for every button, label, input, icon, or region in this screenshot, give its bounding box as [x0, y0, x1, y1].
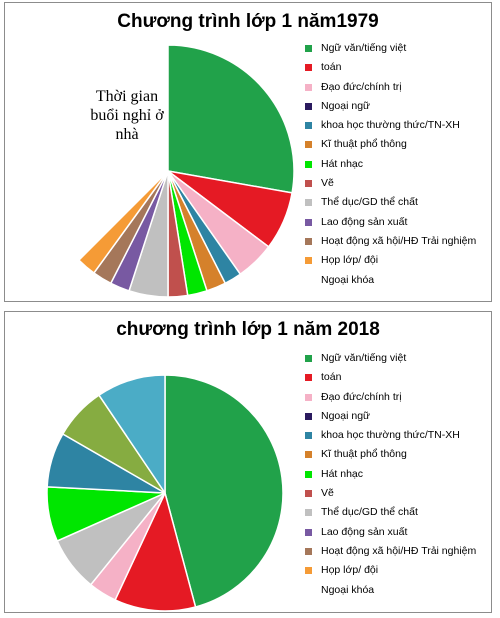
legend-item: Ngữ văn/tiếng việt [303, 39, 476, 58]
legend-swatch [305, 393, 312, 401]
legend-label: Họp lớp/ đội [321, 254, 379, 267]
legend-item: Kĩ thuật phổ thông [303, 445, 476, 464]
pie-slice-ngoai-khoa [41, 45, 168, 261]
legend-swatch [305, 160, 312, 168]
legend-label: Ngoại ngữ [321, 409, 371, 422]
legend-item: toán [303, 368, 476, 387]
legend-swatch [305, 567, 312, 575]
legend-swatch [305, 45, 312, 52]
legend-item: Thể dục/GD thể chất [303, 193, 476, 212]
legend-swatch [305, 122, 312, 130]
legend-swatch [305, 102, 312, 110]
legend-item: Hát nhạc [303, 465, 476, 484]
legend-item: Ngoại ngữ [303, 97, 476, 116]
legend-label: Ngữ văn/tiếng việt [321, 352, 407, 364]
legend-swatch [305, 490, 312, 498]
pie-slice-toan [114, 490, 197, 612]
legend-label: toán [321, 61, 342, 74]
legend-item: Hoạt động xã hội/HĐ Trải nghiệm [303, 542, 476, 561]
legend-swatch [305, 586, 312, 594]
legend-label: Ngoại khóa [321, 273, 375, 286]
legend-label: Thể dục/GD thể chất [321, 196, 418, 209]
legend-swatch [305, 83, 312, 91]
legend-label: Kĩ thuật phổ thông [321, 448, 407, 461]
legend-item: Ngoại ngữ [303, 407, 476, 426]
legend-label: Kĩ thuật phổ thông [321, 138, 407, 151]
pie-slice-hop-lop-doi [77, 170, 169, 274]
legend-label: Ngoại ngữ [321, 99, 371, 112]
legend-swatch [305, 432, 312, 440]
legend-label: Vẽ [321, 487, 334, 500]
legend-label: Hoạt động xã hội/HĐ Trải nghiệm [321, 234, 477, 247]
legend-item: khoa học thường thức/TN-XH [303, 426, 476, 445]
legend-swatch [305, 218, 312, 226]
legend-item: Ngữ văn/tiếng việt [303, 349, 476, 368]
chart-title: chương trình lớp 1 năm 2018 [116, 319, 380, 340]
legend-label: Ngữ văn/tiếng việt [321, 42, 407, 54]
legend-item: Lao động sản xuất [303, 213, 476, 232]
legend-label: Vẽ [321, 177, 334, 190]
legend-item: toán [303, 58, 476, 77]
legend-swatch [305, 470, 312, 478]
pie-chart-2018 [46, 374, 284, 612]
legend-item: Vẽ [303, 484, 476, 503]
legend-2018: Ngữ văn/tiếng việt toán Đạo đức/chính trị N… [303, 349, 476, 600]
legend-swatch [305, 509, 312, 517]
annotation-text: Thời gian buổi nghỉ ở nhà [90, 88, 164, 143]
legend-item: Họp lớp/ đội [303, 561, 476, 580]
legend-label: Họp lớp/ đội [321, 564, 379, 577]
legend-swatch [305, 451, 312, 459]
legend-item: Đạo đức/chính trị [303, 388, 476, 407]
legend-swatch [305, 412, 312, 420]
legend-item: Hát nhạc [303, 155, 476, 174]
legend-label: Hoạt động xã hội/HĐ Trải nghiệm [321, 544, 477, 557]
legend-label: Ngoại khóa [321, 583, 375, 596]
legend-item: Vẽ [303, 174, 476, 193]
chart-title: Chương trình lớp 1 năm1979 [117, 11, 379, 32]
legend-label: Đạo đức/chính trị [321, 390, 402, 403]
legend-swatch [305, 141, 312, 149]
legend-label: khoa học thường thức/TN-XH [321, 429, 460, 442]
legend-swatch [305, 199, 312, 207]
legend-label: Thể dục/GD thể chất [321, 506, 418, 519]
legend-item: Đạo đức/chính trị [303, 78, 476, 97]
legend-swatch [305, 528, 312, 536]
legend-label: Đạo đức/chính trị [321, 80, 402, 93]
legend-1979: Ngữ văn/tiếng việt toán Đạo đức/chính trị N… [303, 39, 476, 290]
legend-label: toán [321, 371, 342, 384]
pie-slice-ngu-van-tieng-viet [167, 44, 295, 194]
pie-slice-ngu-van-tieng-viet [164, 374, 284, 608]
legend-item: khoa học thường thức/TN-XH [303, 116, 476, 135]
pie-slice-ngoai-ngu [97, 374, 166, 496]
legend-label: Hát nhạc [321, 157, 364, 170]
legend-swatch [305, 257, 312, 265]
legend-swatch [305, 180, 312, 188]
legend-swatch [305, 64, 312, 72]
legend-swatch [305, 237, 312, 245]
legend-item: Ngoại khóa [303, 581, 476, 600]
legend-item: Kĩ thuật phổ thông [303, 135, 476, 154]
legend-item: Họp lớp/ đội [303, 251, 476, 270]
legend-swatch [305, 276, 312, 284]
legend-item: Ngoại khóa [303, 271, 476, 290]
legend-item: Lao động sản xuất [303, 523, 476, 542]
legend-label: Hát nhạc [321, 467, 364, 480]
legend-label: khoa học thường thức/TN-XH [321, 119, 460, 132]
legend-swatch [305, 374, 312, 382]
pie-chart-1979 [41, 44, 295, 298]
legend-label: Lao động sản xuất [321, 525, 408, 538]
legend-label: Lao động sản xuất [321, 215, 408, 228]
legend-item: Hoạt động xã hội/HĐ Trải nghiệm [303, 232, 476, 251]
chart-panel-2018: chương trình lớp 1 năm 2018 Ngữ văn/tiến… [4, 311, 492, 613]
legend-swatch [305, 547, 312, 555]
chart-panel-1979: Chương trình lớp 1 năm1979 Thời gian buổ… [4, 2, 492, 302]
legend-item: Thể dục/GD thể chất [303, 503, 476, 522]
legend-swatch [305, 355, 312, 362]
